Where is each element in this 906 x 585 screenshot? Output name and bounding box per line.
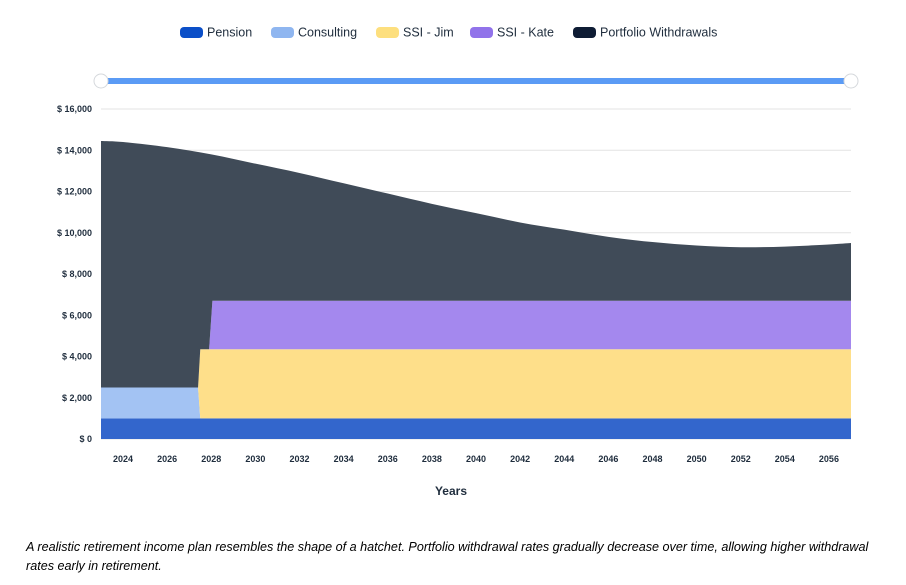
y-tick-label: $ 6,000: [62, 310, 92, 320]
x-tick-label: 2040: [466, 454, 486, 464]
y-tick-label: $ 2,000: [62, 393, 92, 403]
legend-swatch-4[interactable]: [573, 27, 596, 38]
x-tick-label: 2028: [201, 454, 221, 464]
y-tick-label: $ 16,000: [57, 104, 92, 114]
y-tick-label: $ 10,000: [57, 228, 92, 238]
area-ssi-jim: [101, 349, 851, 419]
area-consulting: [101, 387, 851, 419]
x-tick-label: 2046: [598, 454, 618, 464]
legend-swatch-0[interactable]: [180, 27, 203, 38]
y-tick-label: $ 14,000: [57, 145, 92, 155]
slider-left-handle[interactable]: [93, 73, 109, 89]
legend-swatch-1[interactable]: [271, 27, 294, 38]
y-tick-label: $ 12,000: [57, 187, 92, 197]
legend-label-0[interactable]: Pension: [207, 26, 252, 40]
x-tick-label: 2056: [819, 454, 839, 464]
y-tick-label: $ 8,000: [62, 269, 92, 279]
area-portfolio-withdrawals: [101, 140, 851, 388]
legend-label-2[interactable]: SSI - Jim: [403, 26, 454, 40]
stacked-area-chart: Pension Consulting SSI - Jim SSI - Kate Port…: [57, 26, 859, 498]
legend-label-4[interactable]: Portfolio Withdrawals: [600, 26, 717, 40]
x-axis-ticks: 2024 2026 2028 2030 2032 2034 2036 2038 2040 2042…: [113, 454, 839, 464]
x-tick-label: 2044: [554, 454, 574, 464]
x-tick-label: 2054: [775, 454, 795, 464]
chart-caption: A realistic retirement income plan resem…: [26, 540, 869, 573]
x-tick-label: 2042: [510, 454, 530, 464]
x-tick-label: 2032: [290, 454, 310, 464]
plot-areas: [101, 140, 851, 439]
legend-label-3[interactable]: SSI - Kate: [497, 26, 554, 40]
y-tick-label: $ 0: [79, 434, 92, 444]
x-axis-title: Years: [435, 484, 467, 498]
y-tick-label: $ 4,000: [62, 352, 92, 362]
legend-label-1[interactable]: Consulting: [298, 26, 357, 40]
legend-swatch-3[interactable]: [470, 27, 493, 38]
x-tick-label: 2026: [157, 454, 177, 464]
area-ssi-kate: [101, 300, 851, 388]
x-tick-label: 2048: [642, 454, 662, 464]
x-tick-label: 2052: [731, 454, 751, 464]
legend-swatch-2[interactable]: [376, 27, 399, 38]
x-tick-label: 2038: [422, 454, 442, 464]
x-tick-label: 2034: [334, 454, 354, 464]
slider-right-handle[interactable]: [843, 73, 859, 89]
range-slider[interactable]: [93, 73, 859, 89]
slider-track[interactable]: [101, 78, 851, 84]
x-tick-label: 2030: [245, 454, 265, 464]
x-tick-label: 2024: [113, 454, 133, 464]
y-axis-ticks: $ 0 $ 2,000 $ 4,000 $ 6,000 $ 8,000 $ 10,000 $…: [57, 104, 92, 444]
chart-legend: Pension Consulting SSI - Jim SSI - Kate Port…: [180, 26, 717, 40]
x-tick-label: 2036: [378, 454, 398, 464]
area-pension: [101, 418, 851, 439]
x-tick-label: 2050: [687, 454, 707, 464]
